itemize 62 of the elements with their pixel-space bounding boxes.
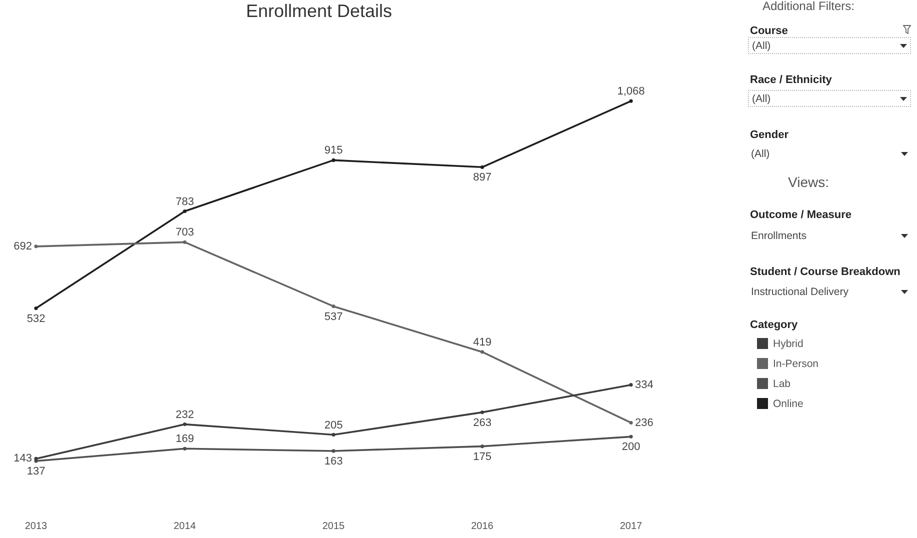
legend-title: Category	[750, 318, 798, 332]
point	[34, 306, 38, 310]
point	[480, 410, 484, 414]
data-label: 692	[14, 240, 32, 252]
point	[629, 420, 633, 425]
point	[332, 432, 336, 437]
data-label: 532	[26, 312, 46, 325]
data-label: 537	[324, 310, 343, 323]
point	[182, 446, 187, 450]
legend-label: Hybrid	[773, 338, 804, 350]
text: Gender	[750, 128, 789, 142]
point	[182, 240, 187, 244]
data-label: 1,068	[617, 86, 645, 98]
data-label: 915	[324, 144, 343, 157]
data-label: 703	[176, 226, 194, 239]
text: Instructional Delivery	[751, 285, 848, 299]
text: Outcome / Measure	[750, 208, 852, 222]
point	[332, 449, 336, 453]
data-label: 205	[324, 419, 343, 432]
legend-label: Lab	[773, 378, 791, 390]
dropdown-field: (All)	[748, 90, 911, 107]
data-label: 232	[176, 408, 194, 421]
point	[480, 444, 484, 448]
x-tick-label: 2017	[620, 520, 643, 532]
data-label: 143	[14, 452, 32, 465]
x-tick-label: 2013	[24, 520, 48, 532]
data-label: 169	[176, 433, 194, 446]
point	[34, 456, 38, 461]
data-label: 334	[635, 378, 654, 391]
data-label: 137	[26, 466, 46, 478]
point	[332, 304, 336, 308]
text: Race / Ethnicity	[750, 73, 832, 87]
data-label: 419	[473, 336, 492, 349]
data-label: 897	[473, 172, 492, 184]
x-tick-label: 2016	[471, 520, 494, 532]
dropdown-field: (All)	[748, 37, 911, 54]
point	[480, 165, 484, 169]
point	[629, 383, 633, 387]
point	[480, 350, 484, 354]
text: Student / Course Breakdown	[750, 265, 900, 279]
chart-title: Enrollment Details	[244, 1, 394, 22]
data-label: 163	[324, 456, 343, 468]
x-tick-label: 2015	[322, 520, 346, 532]
legend-label: In-Person	[773, 358, 819, 370]
text: Course	[750, 24, 788, 38]
point	[629, 434, 633, 438]
x-tick-label: 2014	[174, 520, 196, 532]
data-label: 236	[635, 416, 654, 429]
text: (All)	[751, 147, 770, 161]
point	[182, 422, 187, 426]
point	[182, 209, 187, 214]
point	[629, 99, 633, 103]
data-label: 783	[176, 196, 194, 208]
data-label: 200	[622, 441, 640, 454]
point	[34, 244, 38, 248]
text: Additional Filters:	[761, 0, 856, 14]
text: Views:	[787, 174, 830, 191]
legend-label: Online	[773, 398, 804, 410]
point	[332, 158, 336, 162]
data-label: 175	[473, 450, 492, 463]
text: Enrollments	[751, 229, 806, 243]
data-label: 263	[473, 416, 492, 429]
